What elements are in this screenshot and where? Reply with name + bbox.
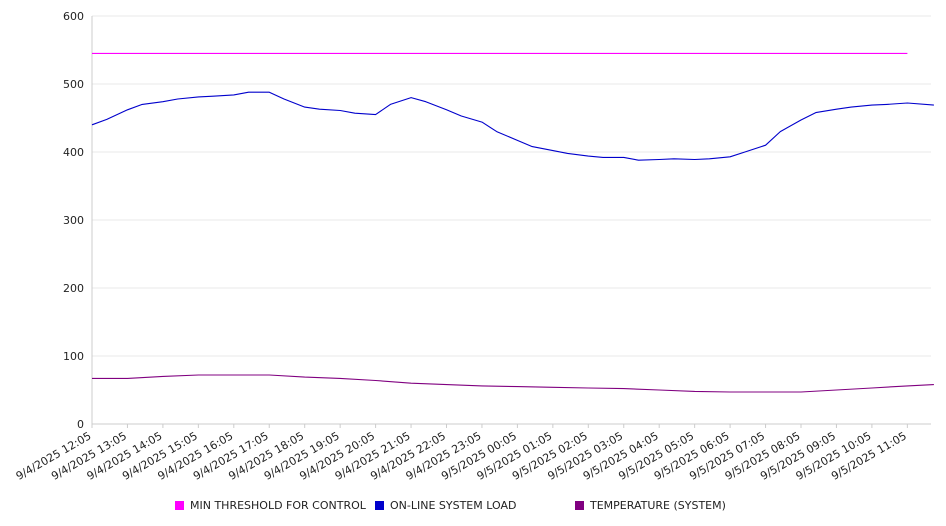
legend-swatch — [575, 501, 584, 510]
grid-lines — [92, 15, 931, 357]
legend-label: TEMPERATURE (SYSTEM) — [589, 499, 726, 512]
series-line-2 — [91, 91, 934, 161]
y-tick-label: 0 — [77, 418, 84, 431]
series-lines — [91, 52, 934, 393]
legend-swatch — [375, 501, 384, 510]
y-tick-label: 100 — [63, 350, 84, 363]
axes — [91, 16, 931, 428]
y-tick-label: 600 — [63, 10, 84, 23]
legend-label: MIN THRESHOLD FOR CONTROL — [190, 499, 367, 512]
y-tick-label: 400 — [63, 146, 84, 159]
x-axis-tick-labels: 9/4/2025 12:059/4/2025 13:059/4/2025 14:… — [14, 429, 909, 483]
series-line-3 — [92, 374, 934, 393]
y-tick-label: 300 — [63, 214, 84, 227]
y-tick-label: 200 — [63, 282, 84, 295]
legend: MIN THRESHOLD FOR CONTROL ON-LINE SYSTEM … — [175, 499, 726, 512]
legend-swatch — [175, 501, 184, 510]
y-axis-tick-labels: 0 100 200 300 400 500 600 — [63, 10, 84, 431]
legend-label: ON-LINE SYSTEM LOAD — [390, 499, 516, 512]
y-tick-label: 500 — [63, 78, 84, 91]
